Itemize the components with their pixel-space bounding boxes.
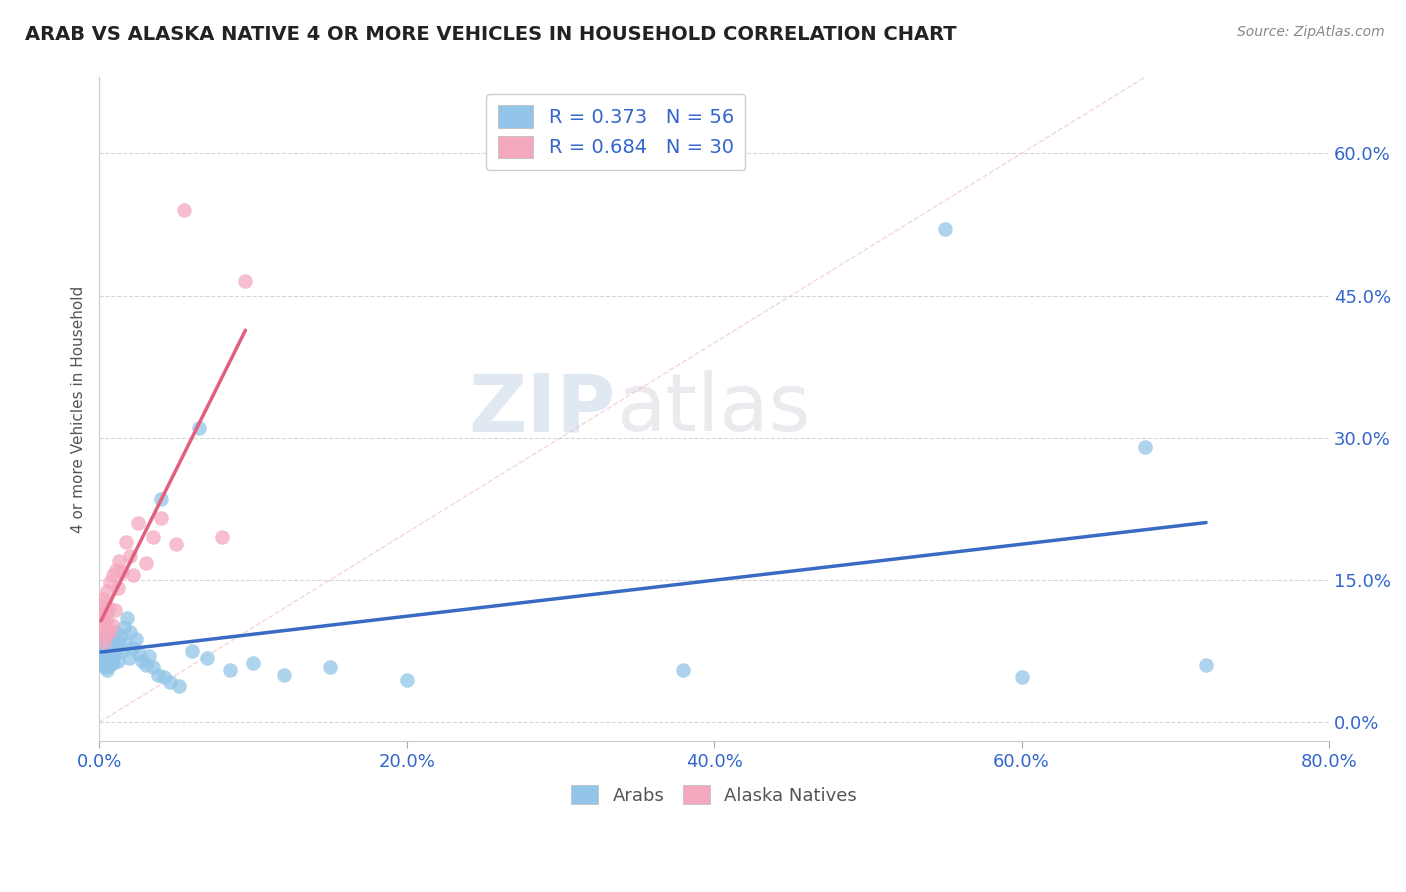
Point [122,641,145,656]
Point [219,663,242,677]
Point [127,516,149,530]
Point [91,654,114,668]
Point [90,644,112,658]
Point [319,660,342,674]
Point [96,613,118,627]
Point [120,625,142,640]
Point [100,650,122,665]
Point [93,615,115,630]
Point [104,603,127,617]
Text: atlas: atlas [616,370,810,449]
Point [94,630,117,644]
Point [149,511,172,525]
Point [169,679,191,693]
Point [149,492,172,507]
Point [1011,670,1033,684]
Point [94,606,117,620]
Point [165,537,187,551]
Point [173,203,195,218]
Point [93,597,115,611]
Point [90,658,112,673]
Point [159,675,181,690]
Point [90,606,112,620]
Point [98,574,121,589]
Point [94,628,117,642]
Point [103,657,125,671]
Point [105,641,128,656]
Point [103,568,125,582]
Point [104,625,127,640]
Point [91,591,114,606]
Point [94,647,117,661]
Point [111,644,134,658]
Point [114,535,136,549]
Point [135,658,157,673]
Point [122,568,145,582]
Point [111,566,134,580]
Point [107,654,129,668]
Point [138,648,160,663]
Point [100,640,122,654]
Point [115,611,138,625]
Point [91,648,114,663]
Point [117,650,139,665]
Point [103,632,125,646]
Point [97,634,120,648]
Point [108,554,131,568]
Point [672,663,695,677]
Point [235,274,257,288]
Point [91,640,114,654]
Point [110,628,132,642]
Point [97,648,120,663]
Point [1195,658,1218,673]
Point [94,660,117,674]
Point [108,634,131,648]
Point [1133,440,1156,454]
Point [142,660,165,674]
Point [188,421,211,435]
Point [105,564,128,578]
Point [93,650,115,665]
Point [395,673,418,687]
Point [195,650,218,665]
Point [98,625,121,640]
Point [242,657,264,671]
Point [91,625,114,640]
Point [146,667,169,681]
Text: Source: ZipAtlas.com: Source: ZipAtlas.com [1237,25,1385,39]
Point [96,654,118,668]
Point [98,658,121,673]
Point [273,667,295,681]
Point [96,663,118,677]
Point [131,654,153,668]
Text: ZIP: ZIP [468,370,616,449]
Point [135,556,157,570]
Point [100,618,122,632]
Text: ARAB VS ALASKA NATIVE 4 OR MORE VEHICLES IN HOUSEHOLD CORRELATION CHART: ARAB VS ALASKA NATIVE 4 OR MORE VEHICLES… [25,25,957,44]
Point [93,637,115,651]
Y-axis label: 4 or more Vehicles in Household: 4 or more Vehicles in Household [72,285,86,533]
Point [211,530,233,544]
Point [97,625,120,640]
Point [93,658,115,673]
Point [112,620,135,634]
Point [180,644,202,658]
Legend: Arabs, Alaska Natives: Arabs, Alaska Natives [564,778,865,812]
Point [93,634,115,648]
Point [96,584,118,599]
Point [98,644,121,658]
Point [114,637,136,651]
Point [120,549,142,564]
Point [96,641,118,656]
Point [107,581,129,595]
Point [142,530,165,544]
Point [90,620,112,634]
Point [153,670,176,684]
Point [934,222,956,236]
Point [104,647,127,661]
Point [128,647,150,661]
Point [97,601,120,615]
Point [125,632,148,646]
